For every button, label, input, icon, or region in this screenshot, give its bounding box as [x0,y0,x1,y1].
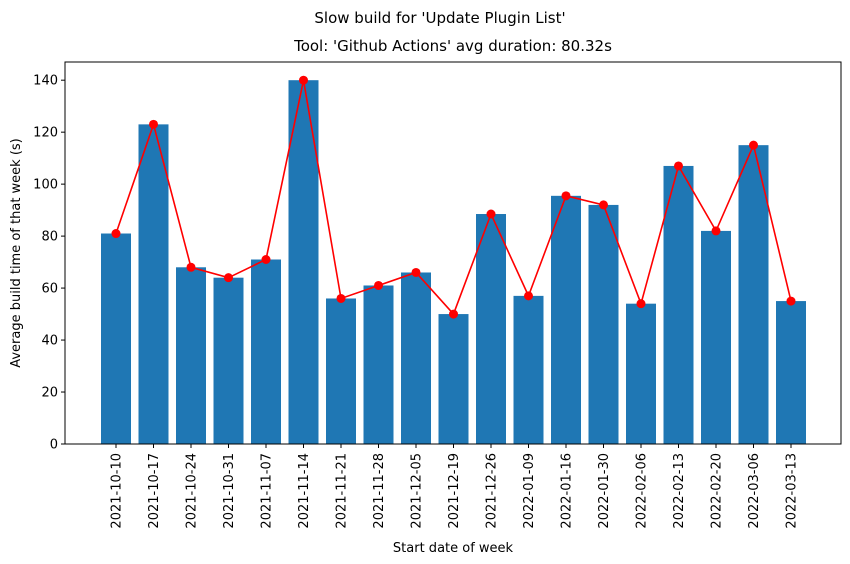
y-tick-label: 60 [41,282,58,297]
line-point [486,209,496,219]
line-point [111,229,121,239]
bar [326,298,356,444]
bar [176,267,206,444]
y-tick-label: 20 [41,386,58,401]
bar [513,295,544,444]
y-tick-label: 40 [41,334,58,349]
x-tick-label: 2021-11-14 [297,453,312,529]
line-point [261,254,271,264]
line-point [786,296,796,306]
x-tick-label: 2022-01-09 [522,453,537,529]
x-tick-label: 2022-02-06 [635,453,650,529]
y-tick-label: 100 [33,178,58,193]
bar [551,195,581,444]
x-tick-label: 2022-03-13 [785,453,800,529]
line-point [599,200,608,210]
bar [776,301,806,444]
x-tick-label: 2021-10-10 [110,453,125,529]
y-axis-label: Average build time of that week (s) [9,138,24,368]
x-tick-label: 2022-03-06 [747,453,762,529]
chart-title: Tool: 'Github Actions' avg duration: 80.… [293,37,612,55]
bar [438,314,469,444]
line-point [711,226,721,236]
x-tick-label: 2021-10-31 [222,453,237,529]
bar [101,233,131,444]
bar [213,277,244,444]
line-point [674,161,683,171]
line-point [186,262,196,272]
bar [476,214,506,444]
line-point [374,280,383,290]
line-point [336,293,346,303]
x-tick-label: 2021-10-24 [185,453,200,529]
x-tick-label: 2021-10-17 [147,453,162,529]
x-tick-label: 2021-12-26 [485,453,500,529]
x-tick-label: 2022-01-30 [597,453,612,529]
line-point [524,291,533,301]
x-tick-label: 2022-02-13 [672,453,687,529]
bar [626,303,656,444]
x-axis-label: Start date of week [393,541,514,556]
y-tick-label: 140 [33,74,58,89]
x-tick-label: 2021-12-05 [410,453,425,529]
line-point [411,267,421,277]
x-tick-label: 2021-11-28 [372,453,387,529]
line-point [636,299,646,309]
bar [663,165,694,445]
line-point [299,75,308,85]
y-tick-label: 120 [33,126,58,141]
x-tick-label: 2021-11-21 [335,453,350,529]
y-tick-label: 80 [41,230,58,245]
bar [363,285,394,444]
x-tick-label: 2021-12-19 [447,453,462,529]
line-point [561,191,571,201]
y-tick-label: 0 [50,438,58,453]
x-tick-label: 2022-02-20 [710,453,725,529]
chart-suptitle: Slow build for 'Update Plugin List' [314,9,565,27]
bar [738,145,769,444]
bar [251,259,281,444]
line-point [749,140,758,150]
x-tick-label: 2022-01-16 [560,453,575,529]
bar [701,230,731,444]
line-point [224,273,233,283]
line-point [149,119,158,129]
bar [588,204,619,444]
bar [138,124,169,445]
plot-area: 0 20 40 60 80 100 120 140 2021-10-10 2021-10-17 20… [33,61,842,529]
line-point [449,309,458,319]
bar [288,80,319,444]
x-tick-label: 2021-11-07 [260,453,275,529]
bar [401,272,431,444]
